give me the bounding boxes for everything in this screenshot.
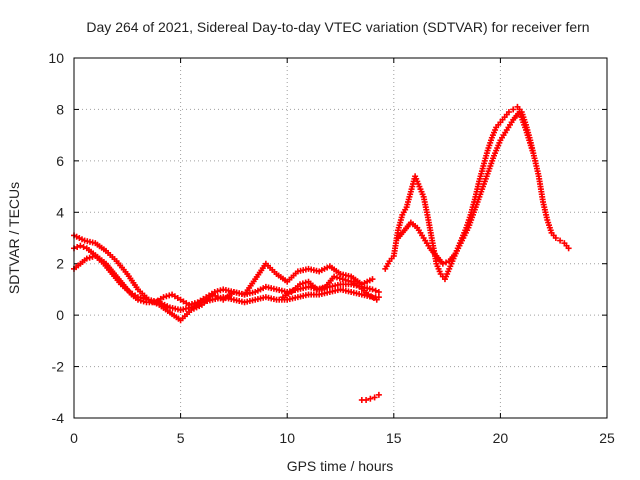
y-tick-label: 8	[56, 101, 64, 117]
data-point	[314, 286, 321, 293]
y-tick-label: -2	[52, 359, 65, 375]
data-point	[375, 391, 382, 398]
data-point-interp	[214, 288, 221, 295]
data-point	[552, 235, 559, 241]
data-point	[363, 397, 370, 403]
y-tick-label: 0	[56, 307, 64, 323]
x-tick-label: 25	[599, 430, 615, 446]
data-point	[510, 106, 517, 113]
plot-frame	[73, 57, 608, 419]
data-point-interp	[166, 292, 173, 299]
x-axis-label: GPS time / hours	[287, 458, 394, 474]
data-point	[529, 147, 536, 154]
data-point	[375, 289, 382, 295]
data-point-interp	[89, 253, 96, 260]
data-point-interp	[163, 293, 170, 300]
data-point	[331, 273, 338, 280]
y-tick-label: 2	[56, 256, 64, 272]
data-point-interp	[319, 284, 326, 291]
x-tick-label: 5	[177, 430, 185, 446]
data-point-interp	[372, 287, 379, 294]
data-points	[71, 103, 572, 403]
ticks: 0 5 10 15 20 25 -4 -2 0 2 4 6 8 10	[48, 50, 615, 446]
data-point	[367, 395, 374, 402]
data-point	[160, 294, 167, 301]
data-point	[439, 260, 446, 267]
x-tick-label: 0	[70, 430, 78, 446]
data-point	[371, 394, 378, 401]
data-point	[83, 255, 90, 262]
data-point-interp	[86, 254, 93, 261]
data-point	[369, 276, 376, 283]
data-point-interp	[74, 244, 81, 250]
y-tick-label: 6	[56, 153, 64, 169]
y-tick-label: 4	[56, 204, 64, 220]
data-point-interp	[302, 279, 309, 286]
grid	[74, 58, 607, 418]
x-tick-label: 15	[386, 430, 402, 446]
data-point	[557, 237, 564, 244]
x-tick-label: 20	[493, 430, 509, 446]
data-point	[565, 245, 572, 252]
y-tick-label: -4	[52, 410, 65, 426]
data-point	[339, 276, 346, 283]
data-point	[369, 286, 376, 293]
data-point	[505, 109, 512, 115]
data-point	[296, 281, 303, 288]
data-point	[373, 296, 380, 303]
data-point-interp	[217, 287, 224, 294]
data-point-interp	[316, 285, 323, 292]
data-point-interp	[443, 259, 450, 266]
y-tick-label: 10	[48, 50, 64, 66]
chart-title: Day 264 of 2021, Sidereal Day-to-day VTE…	[86, 19, 589, 35]
data-point-interp	[342, 277, 349, 283]
data-point-interp	[336, 275, 343, 282]
y-axis-label: SDTVAR / TECUs	[6, 182, 22, 294]
data-point-interp	[80, 244, 87, 250]
x-tick-label: 10	[279, 430, 295, 446]
data-point-interp	[345, 277, 352, 284]
data-point	[77, 242, 84, 249]
data-point-interp	[299, 280, 306, 287]
data-point-interp	[333, 274, 340, 281]
